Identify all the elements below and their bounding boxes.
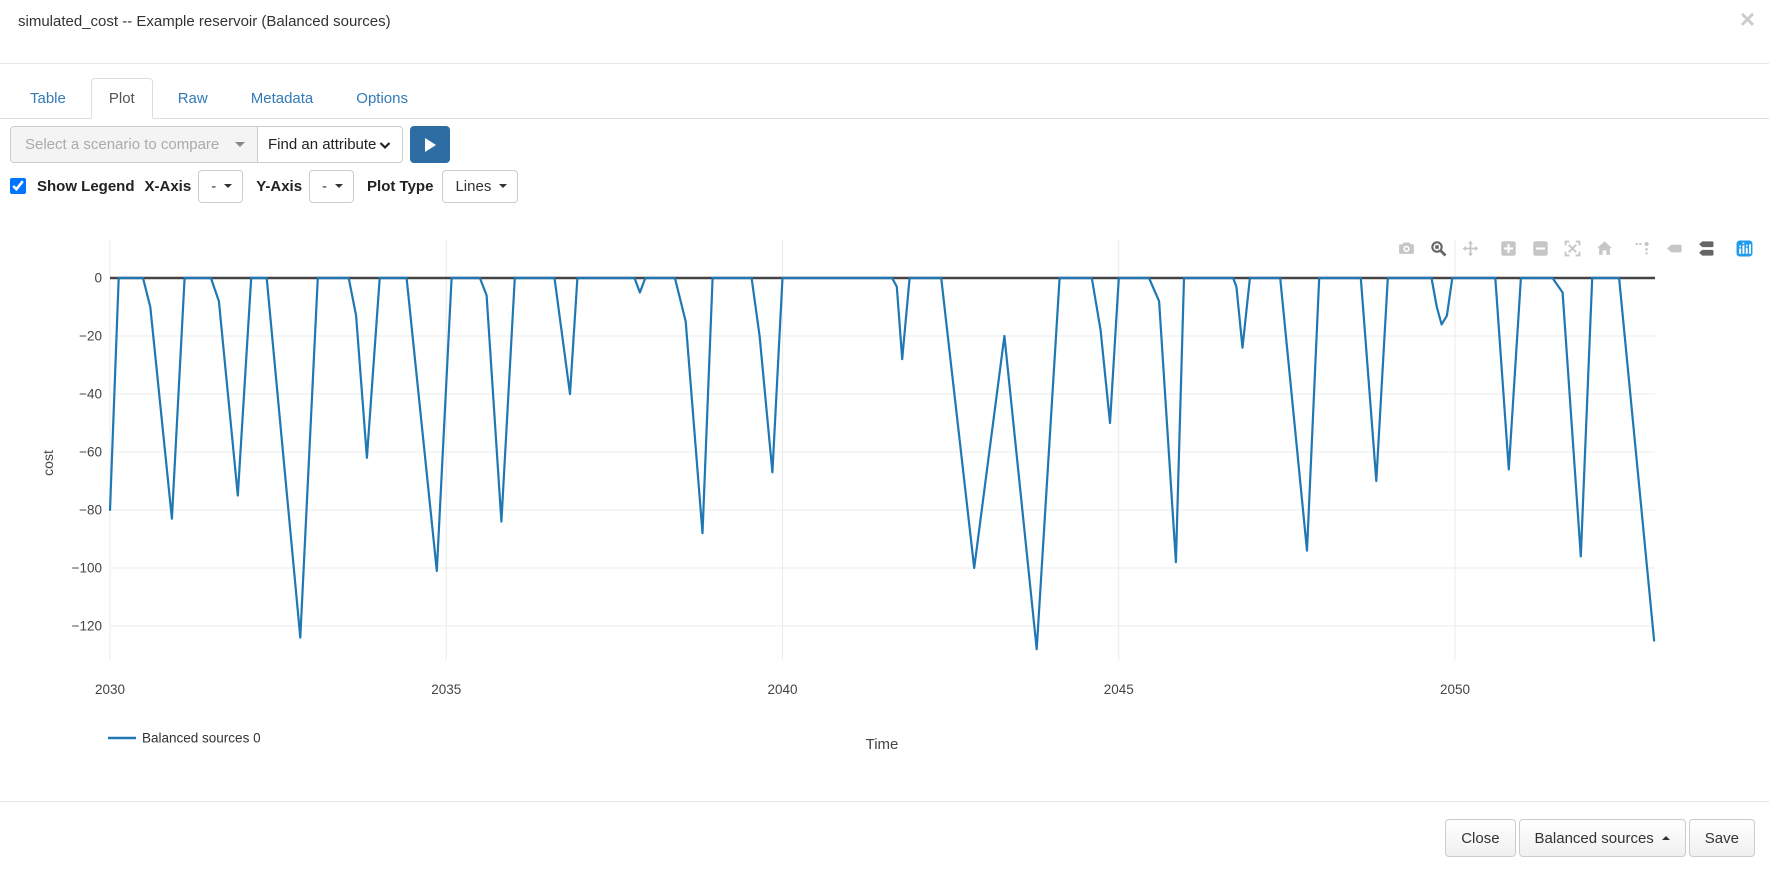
tab-metadata[interactable]: Metadata — [250, 90, 314, 107]
x-axis-select[interactable]: - — [198, 169, 244, 203]
tab-raw[interactable]: Raw — [177, 90, 208, 107]
scenario-compare-placeholder: Select a scenario to compare — [25, 136, 220, 153]
modal-header: simulated_cost -- Example reservoir (Bal… — [0, 0, 1769, 64]
tab-options[interactable]: Options — [356, 90, 408, 107]
modal-footer: Close Balanced sources Save — [0, 801, 1769, 870]
zoom-icon[interactable] — [1429, 239, 1448, 258]
pan-icon[interactable] — [1461, 239, 1480, 258]
scenario-dropup-label: Balanced sources — [1534, 829, 1654, 847]
plot-type-select[interactable]: Lines — [442, 169, 519, 203]
plot-controls-row: Show Legend X-Axis - Y-Axis - Plot Type … — [10, 169, 1769, 203]
show-legend-checkbox[interactable] — [10, 178, 26, 194]
spikelines-icon[interactable] — [1633, 239, 1652, 258]
y-tick-label: −100 — [72, 561, 102, 576]
x-axis-label: X-Axis — [144, 177, 192, 195]
zoom-out-icon[interactable] — [1531, 239, 1550, 258]
y-tick-label: −80 — [79, 503, 102, 518]
plotly-logo-icon[interactable] — [1735, 239, 1754, 258]
tabs-bar: Table Plot Raw Metadata Options — [0, 78, 1769, 119]
caret-down-icon — [499, 184, 508, 188]
x-tick-label: 2040 — [767, 682, 797, 697]
y-tick-label: −20 — [79, 329, 102, 344]
compare-controls-row: Select a scenario to compare Find an att… — [10, 126, 1769, 163]
y-tick-label: −40 — [79, 387, 102, 402]
modal-title: simulated_cost -- Example reservoir (Bal… — [18, 13, 391, 30]
tab-table[interactable]: Table — [30, 90, 66, 107]
zoom-in-icon[interactable] — [1499, 239, 1518, 258]
x-tick-label: 2030 — [95, 682, 125, 697]
close-button[interactable]: Close — [1445, 819, 1516, 857]
hover-closest-icon[interactable] — [1665, 239, 1684, 258]
scenario-dropup-button[interactable]: Balanced sources — [1518, 819, 1686, 857]
y-axis-value: - — [322, 177, 328, 195]
play-button[interactable] — [410, 126, 451, 163]
scenario-compare-select[interactable]: Select a scenario to compare — [10, 126, 258, 163]
y-tick-label: −60 — [79, 445, 102, 460]
camera-icon[interactable] — [1397, 239, 1416, 258]
y-tick-label: −120 — [72, 619, 102, 634]
y-axis-title: cost — [40, 450, 56, 476]
legend-item-label[interactable]: Balanced sources 0 — [142, 731, 261, 746]
find-attribute-dropdown[interactable]: Find an attribute — [258, 126, 404, 163]
chevron-down-icon — [380, 141, 391, 149]
tab-plot[interactable]: Plot — [90, 78, 153, 119]
x-tick-label: 2045 — [1104, 682, 1134, 697]
reset-axes-icon[interactable] — [1595, 239, 1614, 258]
autoscale-icon[interactable] — [1563, 239, 1582, 258]
save-button[interactable]: Save — [1688, 819, 1755, 857]
close-icon[interactable]: × — [1739, 4, 1755, 34]
caret-up-icon — [1661, 836, 1670, 840]
caret-down-icon — [235, 142, 245, 147]
y-tick-label: 0 — [94, 271, 102, 286]
plot-type-label: Plot Type — [367, 177, 434, 195]
caret-down-icon — [335, 184, 344, 188]
hover-compare-icon[interactable] — [1697, 239, 1716, 258]
series-line — [108, 276, 1656, 651]
y-axis-label: Y-Axis — [256, 177, 303, 195]
y-axis-select[interactable]: - — [309, 169, 355, 203]
x-axis-value: - — [211, 177, 217, 195]
plot-modebar — [1397, 239, 1754, 258]
x-axis-title: Time — [866, 736, 899, 753]
find-attribute-label: Find an attribute — [268, 136, 377, 153]
x-tick-label: 2050 — [1440, 682, 1470, 697]
caret-down-icon — [224, 184, 233, 188]
x-tick-label: 2035 — [431, 682, 461, 697]
plot-type-value: Lines — [455, 177, 492, 195]
play-icon — [425, 137, 437, 152]
show-legend-label: Show Legend — [37, 177, 135, 195]
